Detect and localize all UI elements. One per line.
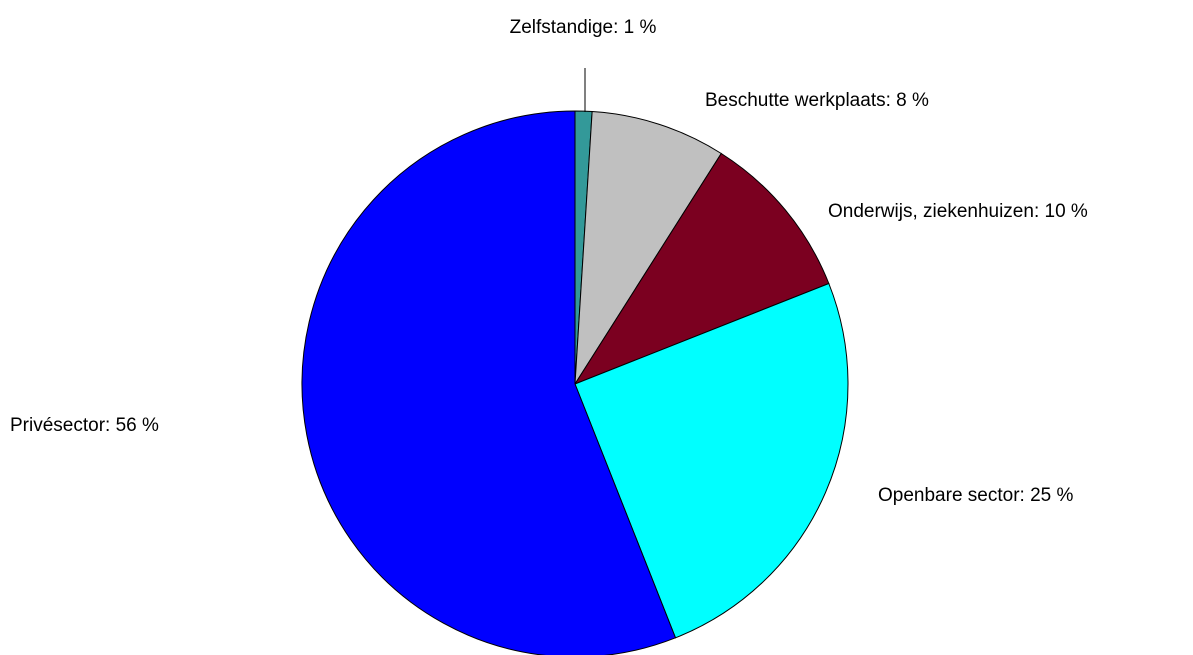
slice-label: Privésector: 56 % [10, 415, 159, 436]
slice-label: Beschutte werkplaats: 8 % [705, 90, 929, 111]
pie-slice [301, 110, 677, 655]
slice-label: Zelfstandige: 1 % [510, 17, 657, 38]
pie-slice [574, 282, 849, 639]
slice-label: Onderwijs, ziekenhuizen: 10 % [828, 201, 1088, 222]
pie-slice [574, 111, 722, 385]
pie-slice [573, 152, 830, 386]
slice-label: Openbare sector: 25 % [878, 485, 1073, 506]
